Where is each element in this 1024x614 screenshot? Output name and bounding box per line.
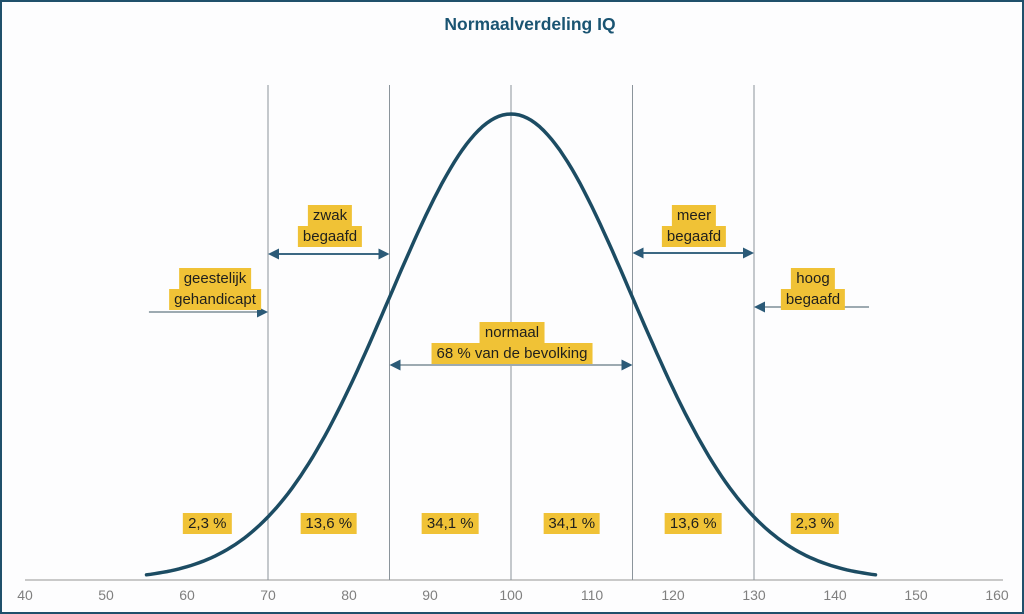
percent-label: 13,6 % (664, 513, 722, 534)
arrowhead-left-icon (268, 248, 279, 260)
x-axis-tick-label: 150 (904, 587, 928, 603)
percent-label: 34,1 % (421, 513, 479, 534)
annotation-normaal: normaal 68 % van de bevolking (431, 322, 593, 364)
percent-label: 13,6 % (300, 513, 358, 534)
annotation-meer-begaafd: meer begaafd (661, 205, 727, 247)
x-axis-tick-label: 90 (422, 587, 438, 603)
annotation-line: 68 % van de bevolking (431, 343, 593, 364)
x-axis-tick-label: 130 (742, 587, 766, 603)
chart-title: Normaalverdeling IQ (444, 14, 616, 34)
annotation-line: begaafd (780, 289, 846, 310)
annotation-geestelijk-gehandicapt: geestelijk gehandicapt (169, 268, 261, 310)
arrowhead-right-icon (378, 248, 390, 260)
x-axis-tick-label: 160 (985, 587, 1009, 603)
x-axis-tick-label: 80 (341, 587, 357, 603)
annotation-line: normaal (479, 322, 545, 343)
percent-label: 2,3 % (183, 513, 232, 534)
annotation-line: zwak (307, 205, 353, 226)
percent-label: 2,3 % (790, 513, 839, 534)
x-axis-tick-label: 110 (580, 587, 604, 603)
x-axis-tick-label: 40 (17, 587, 33, 603)
annotation-line: gehandicapt (169, 289, 261, 310)
percent-label: 34,1 % (543, 513, 601, 534)
x-axis-tick-label: 70 (260, 587, 276, 603)
annotation-zwak-begaafd: zwak begaafd (297, 205, 363, 247)
annotation-hoog-begaafd: hoog begaafd (780, 268, 846, 310)
annotation-line: begaafd (297, 226, 363, 247)
arrowhead-left-icon (754, 301, 765, 313)
x-axis-tick-label: 50 (98, 587, 114, 603)
x-axis-tick-label: 140 (823, 587, 847, 603)
arrowhead-left-icon (632, 247, 644, 259)
annotation-line: begaafd (661, 226, 727, 247)
annotation-line: meer (671, 205, 717, 226)
x-axis-tick-label: 120 (661, 587, 685, 603)
x-axis-tick-label: 100 (499, 587, 523, 603)
bell-curve (144, 112, 878, 577)
x-axis-tick-label: 60 (179, 587, 195, 603)
annotation-line: hoog (791, 268, 835, 289)
arrowhead-right-icon (743, 247, 754, 259)
annotation-line: geestelijk (178, 268, 252, 289)
arrowhead-left-icon (389, 359, 401, 371)
arrowhead-right-icon (621, 359, 633, 371)
